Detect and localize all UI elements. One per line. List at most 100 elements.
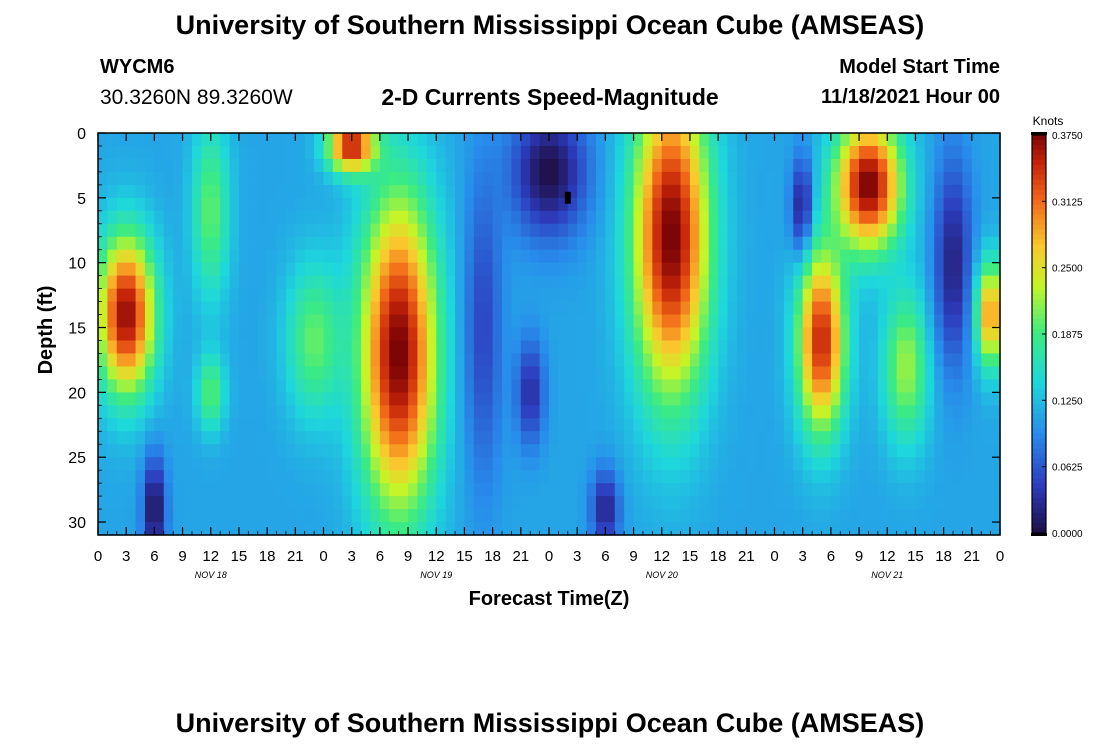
heatmap-cell: [849, 314, 860, 329]
heatmap-cell: [257, 184, 268, 199]
heatmap-cell: [586, 431, 597, 445]
heatmap-cell: [473, 133, 484, 147]
heatmap-cell: [765, 184, 776, 199]
heatmap-cell: [549, 210, 559, 225]
heatmap-cell: [492, 301, 503, 316]
heatmap-cell: [981, 145, 992, 160]
heatmap-cell: [332, 275, 343, 290]
heatmap-cell: [746, 496, 757, 510]
heatmap-cell: [915, 522, 926, 536]
heatmap-cell: [163, 418, 174, 432]
heatmap-cell: [962, 327, 973, 342]
heatmap-cell: [699, 522, 710, 536]
colorbar-step: [1032, 418, 1046, 425]
heatmap-cell: [520, 522, 531, 536]
heatmap-cell: [877, 509, 888, 523]
heatmap-cell: [248, 223, 259, 238]
heatmap-cell: [464, 340, 475, 355]
heatmap-cell: [342, 197, 353, 212]
heatmap-cell: [821, 418, 832, 432]
colorbar-step: [1032, 488, 1046, 494]
heatmap-cell: [135, 509, 146, 523]
heatmap-cell: [915, 418, 926, 432]
heatmap-cell: [849, 470, 860, 484]
heatmap-cell: [877, 470, 888, 484]
colorbar-step: [1032, 159, 1046, 166]
heatmap-cell: [436, 133, 447, 147]
heatmap-cell: [727, 509, 738, 523]
heatmap-cell: [962, 405, 973, 419]
heatmap-cell: [445, 405, 456, 419]
heatmap-cell: [877, 262, 888, 277]
heatmap-cell: [304, 444, 315, 458]
x-tick-label: 15: [682, 548, 699, 565]
heatmap-cell: [755, 171, 766, 186]
heatmap-cell: [201, 249, 212, 264]
heatmap-cell: [962, 392, 973, 406]
heatmap-cell: [765, 392, 776, 406]
heatmap-cell: [981, 457, 992, 471]
heatmap-cell: [671, 171, 682, 186]
heatmap-cell: [953, 340, 964, 355]
heatmap-cell: [549, 223, 559, 238]
heatmap-cell: [605, 444, 616, 458]
heatmap-cell: [549, 158, 559, 173]
heatmap-cell: [924, 133, 935, 147]
heatmap-cell: [586, 145, 597, 160]
heatmap-cell: [633, 457, 644, 471]
heatmap-cell: [295, 133, 306, 147]
heatmap-cell: [285, 301, 296, 316]
heatmap-cell: [473, 340, 484, 355]
heatmap-cell: [859, 431, 870, 445]
heatmap-cell: [520, 158, 531, 173]
heatmap-cell: [191, 301, 202, 316]
heatmap-cell: [934, 418, 945, 432]
heatmap-cell: [276, 379, 287, 393]
heatmap-cell: [605, 236, 616, 251]
heatmap-cell: [445, 314, 456, 329]
heatmap-cell: [661, 431, 672, 445]
heatmap-cell: [379, 184, 390, 199]
heatmap-cell: [736, 327, 747, 342]
heatmap-cell: [370, 301, 381, 316]
heatmap-cell: [661, 249, 672, 264]
heatmap-cell: [210, 444, 221, 458]
heatmap-cell: [417, 171, 428, 186]
heatmap-cell: [379, 327, 390, 342]
heatmap-cell: [182, 379, 193, 393]
heatmap-cell: [267, 405, 278, 419]
heatmap-cell: [812, 522, 823, 536]
heatmap-cell: [642, 496, 653, 510]
heatmap-cell: [210, 340, 221, 355]
heatmap-cell: [830, 236, 841, 251]
heatmap-cell: [924, 340, 935, 355]
heatmap-cell: [201, 366, 212, 380]
heatmap-cell: [661, 223, 672, 238]
heatmap-cell: [736, 197, 747, 212]
heatmap-cell: [370, 379, 381, 393]
heatmap-cell: [577, 509, 588, 523]
heatmap-cell: [502, 327, 513, 342]
heatmap-cell: [558, 444, 569, 458]
heatmap-cell: [473, 366, 484, 380]
heatmap-cell: [107, 457, 118, 471]
heatmap-cell: [342, 418, 353, 432]
heatmap-cell: [126, 314, 137, 329]
heatmap-cell: [849, 509, 860, 523]
heatmap-cell: [774, 158, 785, 173]
x-tick-label: 15: [907, 548, 924, 565]
heatmap-cell: [718, 470, 729, 484]
heatmap-cell: [98, 327, 108, 342]
heatmap-cell: [840, 470, 851, 484]
heatmap-cell: [577, 171, 588, 186]
heatmap-cell: [238, 223, 249, 238]
heatmap-cell: [464, 249, 475, 264]
heatmap-cell: [849, 262, 860, 277]
heatmap-cell: [915, 223, 926, 238]
heatmap-cell: [445, 457, 456, 471]
heatmap-cell: [868, 210, 879, 225]
heatmap-cell: [314, 288, 325, 303]
heatmap-cell: [220, 327, 231, 342]
heatmap-cell: [408, 249, 419, 264]
heatmap-cell: [680, 509, 691, 523]
